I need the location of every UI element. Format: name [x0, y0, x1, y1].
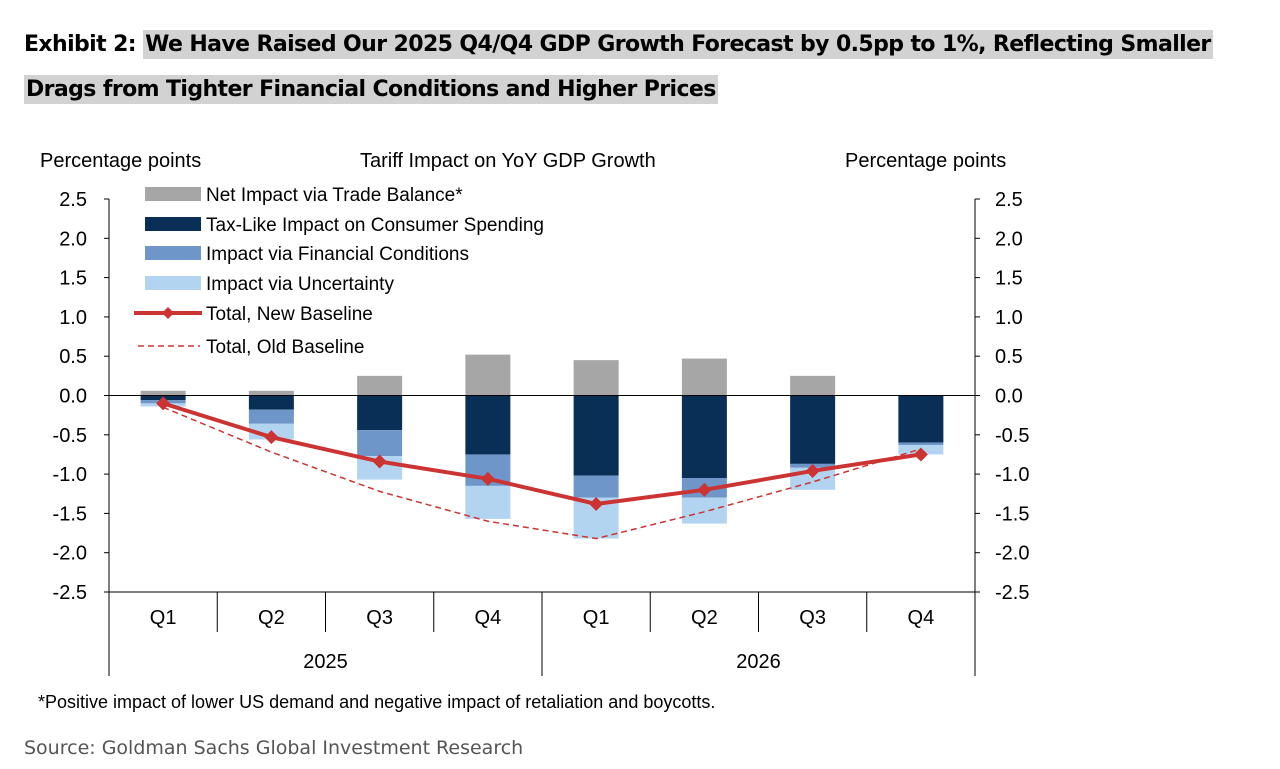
- legend-swatch: [145, 217, 201, 231]
- y-tick-label-right: -2.0: [995, 543, 1029, 565]
- x-year-label: 2025: [303, 651, 348, 673]
- exhibit-prefix: Exhibit 2:: [24, 32, 137, 57]
- y-tick-label-left: 1.0: [59, 307, 87, 329]
- new-baseline-marker: [372, 454, 387, 469]
- x-year-label: 2026: [736, 651, 781, 673]
- new-baseline-marker: [156, 396, 171, 411]
- y-tick-label-right: -0.5: [995, 425, 1029, 447]
- bar-segment: [681, 497, 727, 524]
- bar-segment: [573, 475, 619, 498]
- new-baseline-marker: [264, 430, 279, 445]
- y-tick-label-right: 1.5: [995, 268, 1023, 290]
- bar-segment: [898, 442, 944, 446]
- bar-segment: [681, 395, 727, 479]
- bar-segment: [248, 395, 294, 410]
- new-baseline-marker: [480, 471, 495, 486]
- chart-title: Tariff Impact on YoY GDP Growth: [360, 150, 656, 172]
- footnote: *Positive impact of lower US demand and …: [38, 692, 716, 712]
- legend-marker-new: [162, 307, 174, 319]
- x-tick-label: Q2: [691, 607, 718, 629]
- source-note: Source: Goldman Sachs Global Investment …: [24, 737, 524, 759]
- bar-segment: [790, 375, 836, 396]
- y-tick-label-right: 1.0: [995, 307, 1023, 329]
- new-baseline-marker: [697, 482, 712, 497]
- y-axis-label-left: Percentage points: [40, 150, 202, 172]
- y-tick-label-left: 0.5: [59, 346, 87, 368]
- y-tick-label-left: -2.0: [53, 543, 87, 565]
- legend-label: Net Impact via Trade Balance*: [206, 185, 463, 206]
- legend-swatch: [145, 187, 201, 201]
- y-tick-label-left: 0.0: [59, 386, 87, 408]
- legend-swatch: [145, 246, 201, 260]
- y-axis-label-right: Percentage points: [845, 150, 1007, 172]
- bar-segment: [465, 354, 511, 396]
- bar-segment: [357, 430, 403, 457]
- y-tick-label-left: -0.5: [53, 425, 87, 447]
- new-baseline-marker: [589, 496, 604, 511]
- legend-swatch: [145, 276, 201, 290]
- bar-segment: [357, 375, 403, 396]
- y-tick-label-left: 2.5: [59, 189, 87, 211]
- legend-label: Total, Old Baseline: [206, 337, 364, 358]
- y-tick-label-left: 2.0: [59, 228, 87, 250]
- y-tick-label-left: 1.5: [59, 268, 87, 290]
- y-tick-label-right: 2.5: [995, 189, 1023, 211]
- bar-segment: [248, 390, 294, 396]
- bar-segment: [465, 395, 511, 455]
- x-tick-label: Q2: [258, 607, 285, 629]
- line-new-baseline: [162, 401, 922, 506]
- x-tick-label: Q3: [366, 607, 393, 629]
- x-tick-label: Q4: [475, 607, 502, 629]
- x-tick-label: Q1: [583, 607, 610, 629]
- bar-segment: [898, 395, 944, 443]
- legend-label: Impact via Financial Conditions: [206, 244, 469, 265]
- x-tick-label: Q4: [908, 607, 935, 629]
- y-tick-label-left: -2.5: [53, 582, 87, 604]
- legend-label: Impact via Uncertainty: [206, 274, 394, 295]
- y-tick-label-right: -1.5: [995, 503, 1029, 525]
- bar-segment: [140, 390, 186, 396]
- x-tick-label: Q1: [150, 607, 177, 629]
- bar-segment: [790, 395, 836, 464]
- bar-segment: [573, 360, 619, 396]
- y-tick-label-right: 0.0: [995, 386, 1023, 408]
- y-tick-label-left: -1.5: [53, 503, 87, 525]
- exhibit-title: Exhibit 2: We Have Raised Our 2025 Q4/Q4…: [24, 22, 1274, 112]
- bar-segment: [681, 358, 727, 396]
- legend-label: Tax-Like Impact on Consumer Spending: [206, 215, 544, 236]
- y-tick-label-right: 2.0: [995, 228, 1023, 250]
- y-tick-label-right: -2.5: [995, 582, 1029, 604]
- legend-label: Total, New Baseline: [206, 304, 373, 325]
- y-tick-label-left: -1.0: [53, 464, 87, 486]
- y-tick-label-right: -1.0: [995, 464, 1029, 486]
- bar-segment: [465, 485, 511, 519]
- y-tick-label-right: 0.5: [995, 346, 1023, 368]
- new-baseline-marker: [913, 447, 928, 462]
- new-baseline-marker: [805, 463, 820, 478]
- bar-segment: [573, 395, 619, 476]
- bar-segment: [248, 409, 294, 424]
- bar-segment: [357, 395, 403, 431]
- x-tick-label: Q3: [799, 607, 826, 629]
